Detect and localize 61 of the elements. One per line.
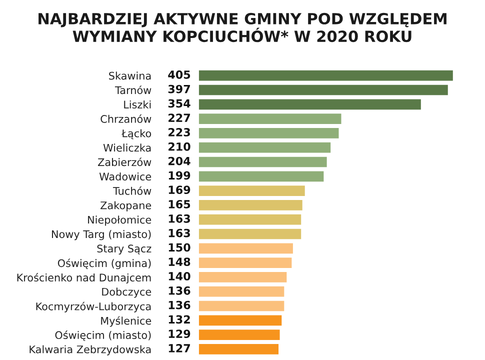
y-tick-label: Myślenice xyxy=(101,316,152,327)
data-label: 204 xyxy=(168,156,190,166)
data-label: 136 xyxy=(168,286,190,295)
data-label: 148 xyxy=(168,258,190,266)
data-label: 127 xyxy=(168,344,190,352)
bar xyxy=(198,84,448,96)
bar xyxy=(198,142,331,153)
bar xyxy=(198,243,293,254)
y-tick-label: Wadowice xyxy=(99,172,152,181)
y-tick-label: Wieliczka xyxy=(103,144,151,152)
bar xyxy=(198,300,284,312)
data-label: 165 xyxy=(168,200,190,208)
y-tick-label: Nowy Targ (miasto) xyxy=(52,230,151,240)
bar xyxy=(198,330,280,340)
y-tick-label: Kalwaria Zebrzydowska xyxy=(30,345,151,356)
bar xyxy=(198,156,327,168)
y-tick-label: Liszki xyxy=(124,100,151,109)
data-label: 405 xyxy=(168,70,190,79)
bar xyxy=(198,128,339,138)
bar xyxy=(198,70,453,81)
data-label: 150 xyxy=(168,243,190,252)
y-tick-label: Stary Sącz xyxy=(97,244,152,255)
data-label: 129 xyxy=(168,330,190,338)
bar xyxy=(198,315,282,326)
y-tick-label: Tarnów xyxy=(114,86,152,94)
y-tick-label: Dobczyce xyxy=(102,288,152,298)
data-label: 132 xyxy=(168,315,190,324)
bar xyxy=(198,114,342,124)
data-label: 169 xyxy=(168,186,190,194)
y-tick-label: Tuchów xyxy=(112,186,152,195)
y-tick-label: Chrzanów xyxy=(100,114,152,123)
bar xyxy=(198,214,302,225)
data-label: 199 xyxy=(168,171,190,180)
y-tick-label: Oświęcim (miasto) xyxy=(55,330,151,341)
data-label: 397 xyxy=(168,84,190,94)
data-label: 163 xyxy=(168,214,190,223)
data-label: 354 xyxy=(168,99,190,108)
data-label: 210 xyxy=(168,142,190,151)
y-tick-label: Kocmyrzów-Luborzyca xyxy=(36,302,151,312)
y-tick-label: Niepołomice xyxy=(88,216,152,226)
bar xyxy=(198,186,305,196)
data-label: 136 xyxy=(168,300,190,310)
bar xyxy=(198,344,279,354)
y-tick-label: Łącko xyxy=(122,129,152,140)
y-tick-label: Oświęcim (gmina) xyxy=(58,258,151,270)
y-tick-label: Zabierzów xyxy=(98,158,152,166)
data-label: 140 xyxy=(168,272,190,280)
bar xyxy=(198,171,324,182)
data-label: 223 xyxy=(168,128,190,136)
y-tick-label: Krościenko nad Dunajcem xyxy=(17,273,151,284)
data-label: 163 xyxy=(168,228,190,238)
chart-title: NAJBARDZIEJ AKTYWNE GMINY POD WZGLĘDEM WYMIANY KOPCIUCHÓW* W 2020 ROKU xyxy=(38,12,446,42)
y-tick-label: Zakopane xyxy=(100,201,152,212)
bar xyxy=(198,286,284,297)
bar xyxy=(198,200,302,210)
data-label: 227 xyxy=(168,114,190,122)
bar xyxy=(198,99,421,110)
bar xyxy=(198,272,287,282)
bar xyxy=(198,258,292,268)
y-tick-label: Skawina xyxy=(109,72,151,80)
bar xyxy=(198,228,302,240)
